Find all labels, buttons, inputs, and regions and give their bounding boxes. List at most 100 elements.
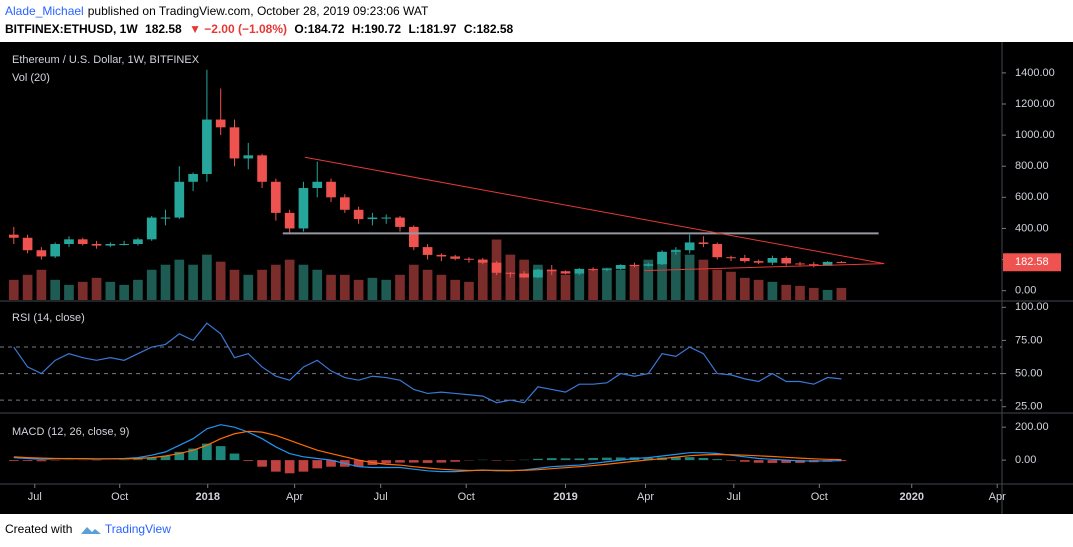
symbol: BITFINEX:ETHUSD, 1W bbox=[5, 22, 138, 36]
volume-bar bbox=[188, 264, 198, 300]
macd-hist bbox=[422, 460, 433, 463]
volume-bar bbox=[146, 269, 157, 300]
macd-hist bbox=[753, 460, 764, 463]
trend-line bbox=[644, 263, 885, 272]
volume-bar bbox=[519, 259, 529, 300]
macd-hist bbox=[395, 460, 405, 463]
candle-body bbox=[381, 217, 392, 219]
macd-hist bbox=[767, 460, 778, 463]
candle-body bbox=[781, 258, 792, 264]
candle-body bbox=[160, 217, 171, 219]
ohlc-label: L: bbox=[408, 22, 420, 36]
candle-body bbox=[174, 181, 185, 218]
candle-body bbox=[808, 264, 819, 266]
volume-bar bbox=[546, 269, 557, 300]
volume-bar bbox=[91, 277, 102, 300]
volume-bar bbox=[629, 264, 640, 300]
y-tick-label: 200.00 bbox=[1015, 421, 1049, 433]
candle-body bbox=[712, 244, 723, 258]
ohlc-value: 182.58 bbox=[476, 22, 514, 36]
volume-bar bbox=[740, 277, 750, 300]
candle-body bbox=[477, 259, 488, 263]
candle-body bbox=[450, 256, 460, 259]
x-tick-label: Apr bbox=[989, 491, 1006, 503]
x-tick-label: Oct bbox=[811, 491, 828, 503]
candle-body bbox=[395, 217, 405, 227]
candle-body bbox=[353, 209, 364, 220]
brand-logo bbox=[80, 526, 101, 534]
volume-bar bbox=[77, 281, 88, 300]
candle-body bbox=[146, 217, 157, 240]
macd-hist bbox=[740, 460, 750, 462]
macd-hist bbox=[602, 457, 612, 461]
macd-hist bbox=[160, 456, 171, 461]
candle-body bbox=[629, 265, 640, 266]
x-tick-label: 2019 bbox=[553, 491, 577, 503]
macd-hist bbox=[146, 457, 157, 461]
candle-body bbox=[312, 181, 323, 188]
candle-body bbox=[671, 250, 681, 252]
macd-title: MACD (12, 26, close, 9) bbox=[12, 426, 129, 438]
macd-hist bbox=[298, 460, 309, 472]
volume-bar bbox=[698, 259, 709, 300]
volume-bar bbox=[160, 264, 171, 300]
candle-body bbox=[533, 269, 543, 278]
macd-hist bbox=[312, 460, 323, 469]
y-tick-label: 50.00 bbox=[1015, 367, 1043, 379]
macd-hist bbox=[174, 451, 185, 461]
macd-hist bbox=[22, 460, 33, 461]
macd-hist bbox=[643, 457, 654, 461]
x-tick-label: Jul bbox=[727, 491, 741, 503]
last-price: 182.58 bbox=[145, 22, 182, 36]
author[interactable]: Alade_Michael bbox=[5, 4, 84, 18]
volume-bar bbox=[326, 274, 336, 300]
brand[interactable]: TradingView bbox=[104, 522, 171, 536]
macd-hist bbox=[781, 460, 792, 463]
macd-hist bbox=[133, 459, 143, 461]
volume-bar bbox=[174, 259, 185, 300]
y-tick-label: 1200.00 bbox=[1015, 98, 1055, 110]
macd-hist bbox=[450, 460, 460, 462]
volume-bar bbox=[477, 259, 488, 300]
macd-hist bbox=[36, 460, 47, 462]
candle-body bbox=[8, 234, 19, 238]
volume-bar bbox=[560, 274, 571, 300]
volume-bar bbox=[574, 271, 585, 300]
volume-bar bbox=[202, 254, 212, 300]
candle-body bbox=[340, 197, 350, 210]
y-tick-label: 75.00 bbox=[1015, 334, 1043, 346]
volume-bar bbox=[215, 261, 226, 300]
macd-hist bbox=[243, 460, 254, 461]
candle-body bbox=[588, 268, 598, 270]
candle-body bbox=[464, 258, 474, 260]
y-tick-label: 1000.00 bbox=[1015, 129, 1055, 141]
volume-bar bbox=[367, 277, 378, 300]
candle-body bbox=[698, 242, 709, 244]
volume-bar bbox=[712, 269, 723, 300]
candle-body bbox=[64, 239, 74, 244]
macd-hist bbox=[698, 457, 709, 461]
ohlc-value: 190.72 bbox=[364, 22, 402, 36]
macd-hist bbox=[188, 448, 198, 461]
candle-body bbox=[284, 212, 295, 229]
candle-body bbox=[408, 226, 419, 248]
candle-body bbox=[574, 268, 585, 274]
candle-body bbox=[271, 181, 281, 213]
volume-bar bbox=[395, 274, 405, 300]
volume-bar bbox=[312, 269, 323, 300]
volume-bar bbox=[671, 249, 681, 300]
candle-body bbox=[133, 239, 143, 244]
candle-body bbox=[105, 244, 116, 246]
macd-hist bbox=[8, 460, 19, 461]
volume-bar bbox=[836, 287, 847, 300]
candle-body bbox=[257, 155, 267, 182]
candle-body bbox=[740, 258, 750, 262]
macd-hist bbox=[533, 458, 543, 461]
macd-hist bbox=[381, 460, 392, 464]
x-tick-label: Oct bbox=[111, 491, 128, 503]
candle-body bbox=[602, 268, 612, 270]
candle-body bbox=[836, 261, 847, 263]
volume-bar bbox=[8, 279, 19, 300]
macd-hist bbox=[229, 453, 240, 461]
